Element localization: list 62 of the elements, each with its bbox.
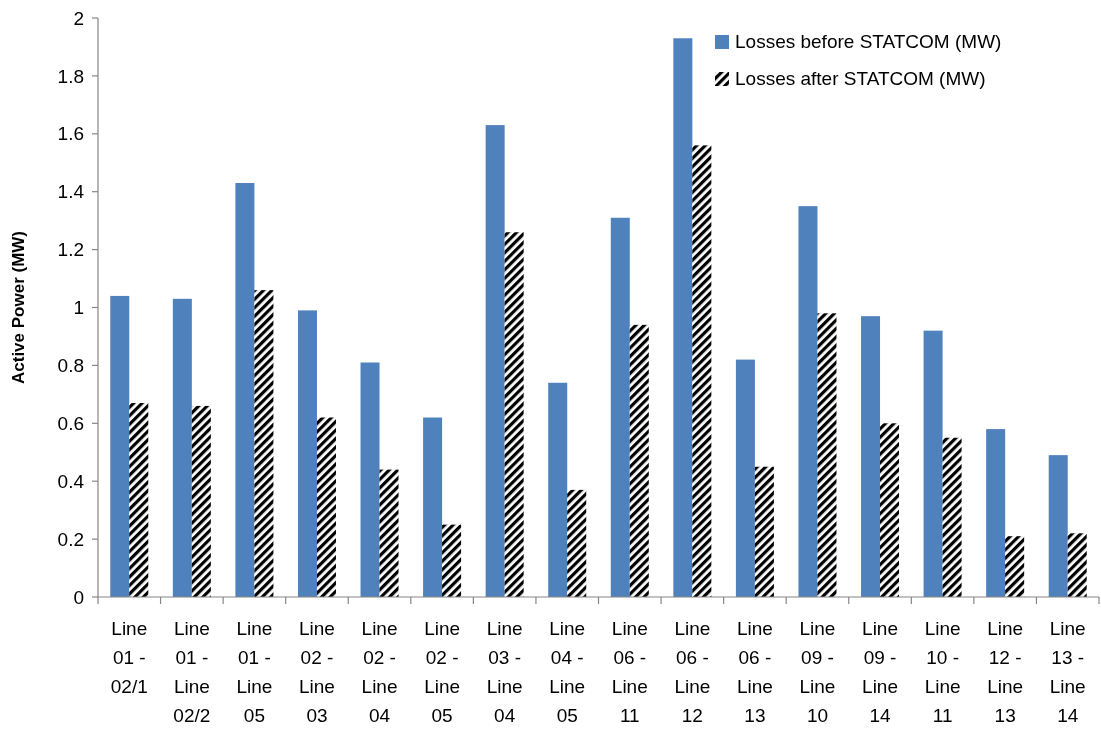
y-tick-label: 0.8	[57, 355, 84, 377]
x-tick-label: Line 02 - Line 05	[424, 618, 461, 726]
y-tick-label: 1.2	[57, 239, 84, 261]
bar	[817, 313, 837, 597]
bar	[172, 298, 192, 597]
x-tick-label: Line 03 - Line 04	[486, 618, 523, 726]
bar	[360, 362, 380, 597]
bar	[567, 489, 587, 597]
y-tick-label: 2	[73, 7, 84, 29]
y-tick-label: 1.8	[57, 65, 84, 87]
bar	[880, 423, 900, 597]
y-tick-label: 0	[73, 586, 84, 608]
x-tick-label: Line 06 - Line 12	[674, 618, 711, 726]
bar	[923, 330, 943, 597]
x-tick-label: Line 01 - Line 02/2	[173, 618, 211, 726]
bar	[485, 125, 505, 597]
x-tick-label: Line 01 - 02/1	[110, 618, 148, 697]
x-tick-label: Line 09 - Line 10	[799, 618, 836, 726]
x-tick-label: Line 02 - Line 04	[361, 618, 398, 726]
legend-label: Losses after STATCOM (MW)	[735, 68, 986, 89]
bar	[316, 417, 336, 597]
bar	[504, 232, 524, 597]
bar	[986, 429, 1006, 597]
x-tick-label: Line 02 - Line 03	[299, 618, 335, 726]
bar	[1048, 455, 1068, 597]
bar	[297, 310, 317, 597]
x-tick-label: Line 12 - Line 13	[987, 618, 1024, 726]
y-axis-title: Active Power (MW)	[9, 230, 28, 385]
bar	[735, 359, 755, 597]
bar	[798, 206, 818, 597]
y-tick-label: 1	[73, 297, 84, 319]
bar	[692, 145, 712, 597]
bar	[861, 316, 881, 597]
bar	[629, 324, 649, 597]
bar	[129, 403, 149, 597]
y-tick-label: 1.6	[57, 123, 84, 145]
y-tick-label: 0.6	[57, 412, 84, 434]
x-tick-label: Line 01 - Line 05	[236, 618, 273, 726]
bar	[254, 290, 274, 597]
bar	[1067, 533, 1087, 597]
bar	[423, 417, 443, 597]
y-tick-label: 1.4	[57, 181, 85, 203]
bar	[610, 217, 630, 597]
x-tick-label: Line 06 - Line 13	[736, 618, 773, 726]
bar	[379, 469, 399, 597]
bar	[673, 38, 693, 597]
bar	[1005, 536, 1025, 597]
x-tick-label: Line 10 - Line 11	[924, 618, 961, 726]
x-tick-label: Line 13 - Line 14	[1049, 618, 1086, 726]
x-tick-label: Line 04 - Line 05	[549, 618, 586, 726]
bar	[235, 183, 255, 597]
bar	[548, 382, 568, 597]
y-tick-label: 0.4	[57, 470, 85, 492]
bar	[754, 466, 774, 597]
x-tick-label: Line 09 - Line 14	[862, 618, 898, 726]
y-tick-label: 0.2	[57, 528, 84, 550]
legend-label: Losses before STATCOM (MW)	[735, 31, 1002, 52]
bar	[110, 295, 130, 597]
bar	[942, 437, 962, 597]
bar	[191, 405, 211, 597]
bar	[442, 524, 462, 597]
x-tick-label: Line 06 - Line 11	[611, 618, 648, 726]
